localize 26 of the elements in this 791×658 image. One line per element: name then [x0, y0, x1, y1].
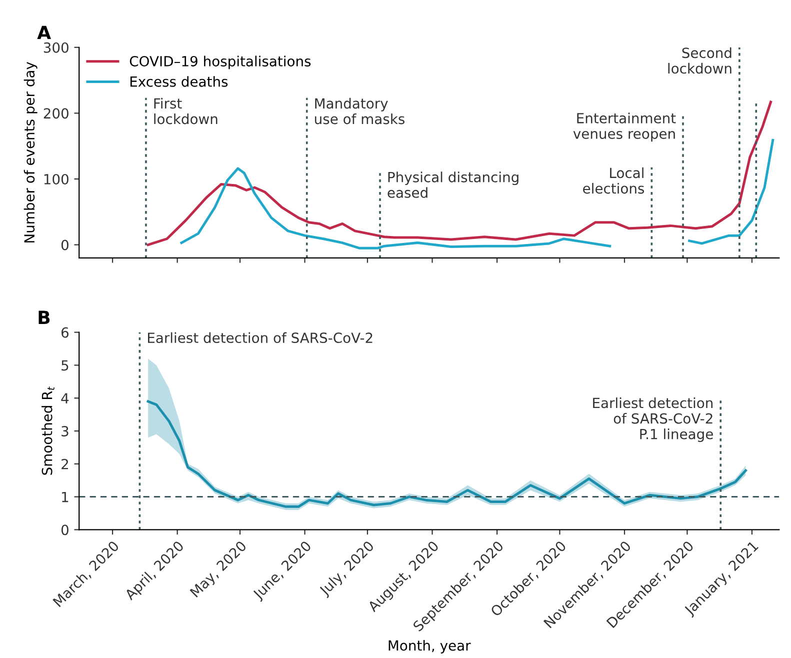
- y-tick-label: 0: [61, 524, 68, 536]
- legend-label: Excess deaths: [130, 76, 228, 87]
- y-tick-label: 2: [62, 458, 68, 470]
- ref-line-label: Mandatory use of masks: [315, 98, 404, 124]
- y-tick-label: 100: [44, 174, 68, 184]
- ref-line-label: Physical distancing eased: [388, 172, 518, 198]
- y-tick-label: 6: [62, 327, 69, 338]
- legend-label: COVID–19 hospitalisations: [130, 56, 311, 70]
- ref-line-label: First lockdown: [154, 98, 218, 124]
- x-axis-title: Month, year: [388, 640, 471, 654]
- ref-line-label: Earliest detection of SARS-CoV-2 P.1 lineage: [593, 397, 713, 442]
- y-tick-label: 1: [62, 492, 68, 502]
- chart-title: A: [37, 26, 51, 40]
- y-tick-label: 200: [44, 108, 68, 119]
- y-axis-title: Number of events per day: [24, 62, 38, 242]
- y-axis-title: Smoothed R$_{t}$: [42, 386, 54, 475]
- y-tick-label: 0: [61, 240, 68, 250]
- ref-line-label: Entertainment venues reopen: [573, 112, 676, 142]
- y-tick-label: 3: [62, 426, 68, 436]
- chart-title: B: [38, 310, 50, 324]
- y-tick-label: 300: [44, 42, 68, 53]
- y-tick-label: 5: [62, 360, 68, 371]
- ref-line-label: Local elections: [583, 167, 644, 194]
- ref-line-label: Second lockdown: [668, 47, 732, 74]
- y-tick-label: 4: [61, 393, 69, 404]
- ref-line-label: Earliest detection of SARS-CoV-2: [148, 332, 372, 344]
